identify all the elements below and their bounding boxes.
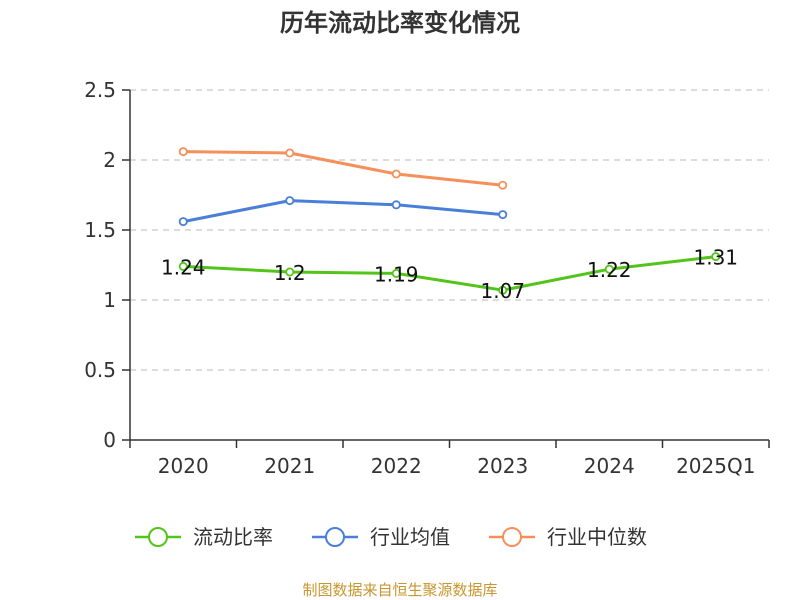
y-tick-label: 0.5 <box>84 358 116 382</box>
x-tick-label: 2025Q1 <box>676 454 755 478</box>
data-label: 1.07 <box>480 279 525 303</box>
data-point <box>391 200 401 210</box>
y-tick-label: 0 <box>103 428 116 452</box>
legend-label: 流动比率 <box>193 525 273 549</box>
data-point <box>285 148 295 158</box>
legend-item-2[interactable]: 行业中位数 <box>489 525 647 549</box>
y-tick-label: 1 <box>103 288 116 312</box>
source-note: 制图数据来自恒生聚源数据库 <box>302 581 497 599</box>
legend-item-1[interactable]: 行业均值 <box>312 525 450 549</box>
y-tick-label: 1.5 <box>84 218 116 242</box>
data-point <box>178 261 188 271</box>
data-label: 1.2 <box>274 261 306 285</box>
series-layer <box>178 147 721 295</box>
y-tick-label: 2.5 <box>84 78 116 102</box>
data-point <box>711 252 721 262</box>
series-line-1 <box>183 199 503 224</box>
y-tick-label: 2 <box>103 148 116 172</box>
x-tick-label: 2023 <box>477 454 528 478</box>
data-label: 1.31 <box>693 246 738 270</box>
data-label: 1.24 <box>161 255 206 279</box>
data-point <box>285 267 295 277</box>
chart-title: 历年流动比率变化情况 <box>280 9 520 37</box>
data-point <box>498 180 508 190</box>
x-tick-label: 2021 <box>264 454 315 478</box>
data-point <box>391 169 401 179</box>
data-label: 1.22 <box>587 258 632 282</box>
data-point <box>391 268 401 278</box>
legend-label: 行业均值 <box>370 525 450 549</box>
series-line-2 <box>183 150 503 187</box>
axes <box>129 90 769 441</box>
series-line-0 <box>183 255 716 292</box>
legend-marker <box>148 527 168 547</box>
x-tick-label: 2020 <box>158 454 209 478</box>
data-point <box>178 217 188 227</box>
data-point <box>498 210 508 220</box>
legend-marker <box>502 527 522 547</box>
data-point <box>285 196 295 206</box>
legend-item-0[interactable]: 流动比率 <box>135 525 273 549</box>
data-labels: 1.24 1.2 1.19 1.07 1.22 1.31 <box>161 246 738 304</box>
x-tick-label: 2024 <box>584 454 635 478</box>
data-point <box>178 147 188 157</box>
y-ticks: 0 0.5 1 1.5 2 2.5 <box>84 78 130 452</box>
legend-marker <box>325 527 345 547</box>
x-ticks: 2020 2021 2022 2023 2024 2025Q1 <box>129 440 770 478</box>
legend[interactable]: 流动比率 行业均值 行业中位数 <box>135 525 647 549</box>
legend-label: 行业中位数 <box>547 525 647 549</box>
x-tick-label: 2022 <box>371 454 422 478</box>
grid <box>130 89 769 371</box>
data-point <box>604 264 614 274</box>
data-point <box>498 285 508 295</box>
data-label: 1.19 <box>374 262 419 286</box>
